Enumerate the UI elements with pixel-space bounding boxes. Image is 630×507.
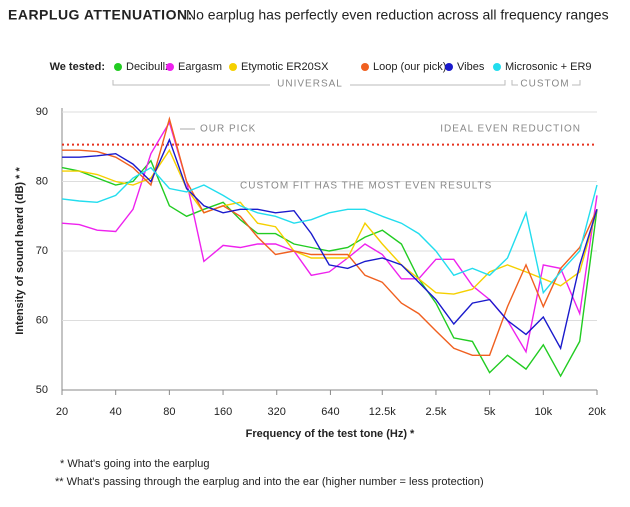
x-tick-label: 160 [214,406,232,418]
legend-group: CUSTOM [520,79,569,90]
x-tick-label: 40 [110,406,122,418]
x-tick-label: 2.5k [426,406,447,418]
footnote: ** What's passing through the earplug an… [55,476,484,488]
annotation: OUR PICK [200,124,256,135]
legend-entry: Microsonic + ER9 [505,61,592,73]
series-line [62,137,598,351]
legend-label: We tested: [50,61,105,73]
x-tick-label: 80 [163,406,175,418]
x-axis-label: Frequency of the test tone (Hz) * [246,428,415,440]
chart-title: EARPLUG ATTENUATION: [8,7,193,23]
x-tick-label: 20 [56,406,68,418]
y-tick-label: 60 [36,314,48,326]
legend-swatch [445,63,453,71]
legend-swatch [493,63,501,71]
x-tick-label: 320 [268,406,286,418]
series-line [61,159,598,378]
x-tick-label: 5k [484,406,496,418]
y-tick-label: 70 [36,245,48,257]
x-tick-label: 10k [534,406,552,418]
legend-swatch [114,63,122,71]
chart-subtitle: No earplug has perfectly even reduction … [186,7,609,23]
annotation: CUSTOM FIT HAS THE MOST EVEN RESULTS [240,181,492,192]
legend-swatch [166,63,174,71]
y-tick-label: 50 [36,384,48,396]
y-axis-label: Intensity of sound heard (dB) * * [14,167,26,335]
legend-group: UNIVERSAL [277,79,343,90]
x-tick-label: 20k [588,406,606,418]
y-tick-label: 90 [36,106,48,118]
y-tick-label: 80 [36,175,48,187]
series-line [61,166,598,295]
footnote: * What's going into the earplug [60,458,209,470]
legend-swatch [361,63,369,71]
series-line [62,148,598,295]
series-line [62,116,598,356]
legend-entry: Etymotic ER20SX [241,61,329,73]
legend-swatch [229,63,237,71]
x-tick-label: 12.5k [369,406,396,418]
legend-entry: Eargasm [178,61,222,73]
legend-entry: Vibes [457,61,485,73]
legend-entry: Loop (our pick) [373,61,446,73]
legend-entry: Decibullz [126,61,171,73]
reference-label: IDEAL EVEN REDUCTION [440,123,581,134]
legend-brackets [112,80,581,86]
x-tick-label: 640 [321,406,339,418]
